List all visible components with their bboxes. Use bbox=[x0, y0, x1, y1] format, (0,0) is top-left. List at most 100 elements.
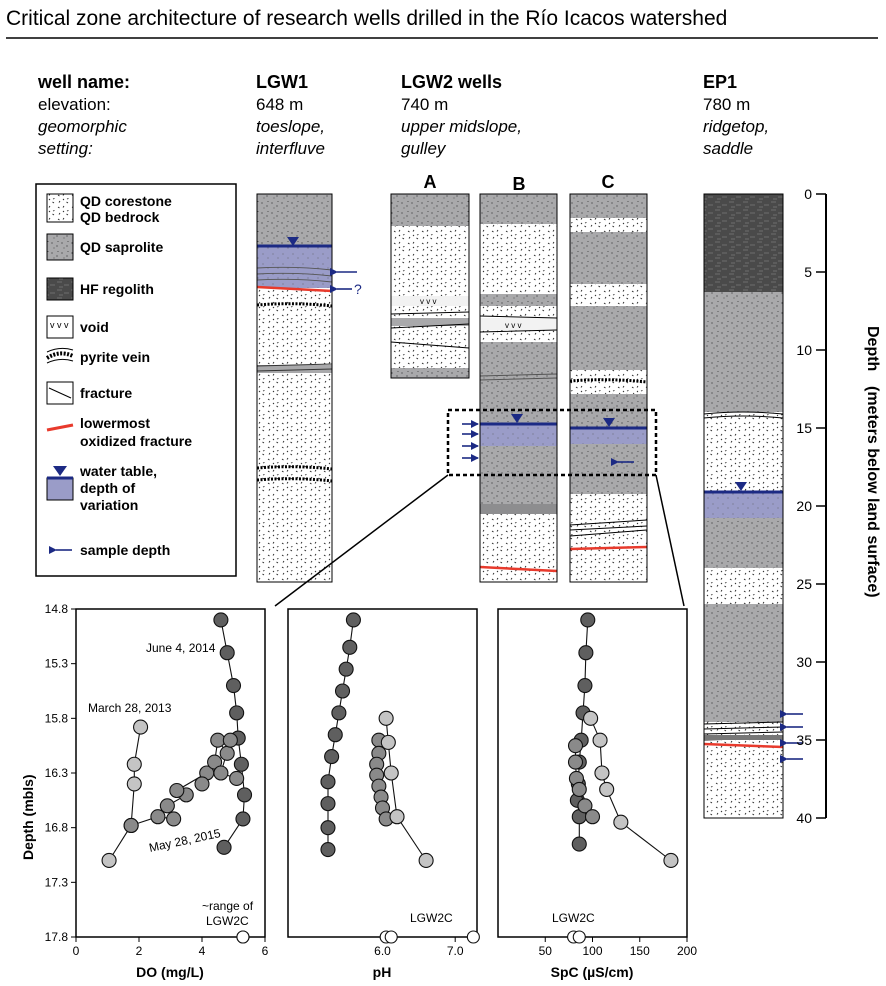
legend-fracture: fracture bbox=[80, 385, 132, 401]
depth-tick-label: 40 bbox=[796, 810, 812, 826]
header-labels: well name: elevation: geomorphic setting… bbox=[37, 72, 769, 194]
annotation-june-2014: June 4, 2014 bbox=[146, 641, 216, 655]
legend-oxidized-1: lowermost bbox=[80, 415, 150, 431]
legend: QD corestone QD bedrock QD saprolite HF … bbox=[35, 183, 237, 577]
data-point bbox=[583, 710, 599, 726]
data-point bbox=[320, 820, 336, 836]
data-point bbox=[210, 732, 226, 748]
water-table-icon bbox=[287, 237, 299, 246]
data-point bbox=[219, 645, 235, 661]
lgw1-setting-1: toeslope, bbox=[256, 117, 325, 136]
lgw1-elevation: 648 m bbox=[256, 95, 303, 114]
depth-tick-label: 35 bbox=[796, 732, 812, 748]
x-tick-label: 2 bbox=[136, 944, 143, 958]
lgw1-setting-2: interfluve bbox=[256, 139, 325, 158]
annotation-range-of: ~range of bbox=[202, 899, 254, 913]
oxidized-fracture bbox=[703, 742, 784, 749]
legend-sample: sample depth bbox=[80, 542, 170, 558]
lgw2-setting-2: gulley bbox=[401, 139, 447, 158]
data-point bbox=[320, 841, 336, 858]
data-point bbox=[580, 612, 596, 628]
data-point bbox=[169, 782, 185, 799]
ep1-setting-2: saddle bbox=[703, 139, 753, 158]
panel-spc-frame bbox=[497, 608, 688, 938]
data-point bbox=[571, 836, 587, 852]
panel-do-xlabel: DO (mg/L) bbox=[136, 964, 204, 980]
data-point bbox=[222, 732, 238, 748]
annotation-march-2013: March 28, 2013 bbox=[88, 701, 172, 715]
data-point bbox=[577, 798, 593, 814]
data-point bbox=[380, 734, 396, 750]
void-glyph: v v v bbox=[420, 297, 436, 306]
panel-marks: 0 2 4 6 14.8 15.3 15.8 16.3 16.8 17.3 17.8 6.0 7.0 50… bbox=[45, 602, 698, 958]
data-point bbox=[334, 683, 351, 699]
legend-corestone-1: QD corestone bbox=[80, 193, 172, 209]
legend-pyrite: pyrite vein bbox=[80, 349, 150, 365]
lgw2-name: LGW2 wells bbox=[401, 72, 502, 92]
y-tick-label: 15.8 bbox=[45, 711, 69, 725]
data-point bbox=[219, 745, 235, 761]
data-point bbox=[342, 639, 358, 655]
legend-swatch-water bbox=[46, 477, 74, 501]
data-point bbox=[466, 930, 480, 944]
legend-swatch-corestone bbox=[46, 193, 74, 223]
well-lgw1: ? bbox=[256, 193, 362, 583]
data-point bbox=[331, 705, 347, 721]
y-tick-label: 16.8 bbox=[45, 821, 69, 835]
depth-tick-label: 5 bbox=[804, 264, 812, 280]
data-point bbox=[225, 677, 242, 694]
data-point bbox=[594, 765, 610, 781]
pyrite-vein bbox=[256, 477, 333, 483]
zoom-box bbox=[446, 408, 658, 477]
data-point bbox=[236, 787, 253, 803]
data-point bbox=[213, 765, 229, 781]
depth-tick-label: 0 bbox=[804, 186, 812, 202]
data-point bbox=[572, 930, 586, 944]
lgw2-setting-1: upper midslope, bbox=[401, 117, 522, 136]
data-point bbox=[213, 612, 229, 628]
data-point bbox=[383, 765, 399, 781]
legend-water-3: variation bbox=[80, 497, 138, 513]
data-point bbox=[194, 776, 210, 792]
data-point bbox=[378, 710, 394, 726]
data-point bbox=[584, 809, 601, 825]
x-tick-label: 100 bbox=[582, 944, 602, 958]
x-tick-label: 6 bbox=[262, 944, 269, 958]
legend-water-2: depth of bbox=[80, 480, 136, 496]
geomorphic-label-2: setting: bbox=[38, 139, 93, 158]
figure-title: Critical zone architecture of research w… bbox=[6, 7, 727, 30]
lgw1-name: LGW1 bbox=[256, 72, 308, 92]
data-point bbox=[123, 817, 139, 834]
void-glyph: v v v bbox=[505, 321, 521, 330]
y-tick-label: 17.3 bbox=[45, 875, 69, 889]
data-point bbox=[578, 645, 594, 661]
x-tick-label: 150 bbox=[630, 944, 650, 958]
water-table-icon bbox=[603, 418, 615, 427]
legend-swatch-pyrite bbox=[45, 351, 74, 360]
well-lgw2-a: v v v bbox=[390, 193, 470, 379]
x-tick-label: 6.0 bbox=[374, 944, 391, 958]
pyrite-vein bbox=[569, 378, 648, 384]
legend-regolith: HF regolith bbox=[80, 281, 154, 297]
x-tick-label: 4 bbox=[199, 944, 206, 958]
series-line bbox=[108, 727, 142, 861]
data-point bbox=[592, 732, 608, 748]
data-point bbox=[324, 749, 340, 765]
data-point bbox=[327, 727, 343, 743]
data-point bbox=[577, 677, 593, 694]
data-point bbox=[389, 809, 405, 825]
zoom-connector-right bbox=[655, 474, 685, 607]
pyrite-vein bbox=[256, 465, 333, 471]
annotation-may-2015: May 28, 2015 bbox=[148, 826, 222, 855]
ep1-elevation: 780 m bbox=[703, 95, 750, 114]
data-point bbox=[159, 798, 175, 814]
depth-tick-label: 20 bbox=[796, 498, 812, 514]
depth-tick-label: 30 bbox=[796, 654, 812, 670]
depth-axis-label-1: Depth bbox=[864, 326, 881, 371]
data-point bbox=[613, 814, 629, 830]
data-point bbox=[236, 930, 250, 944]
ep1-setting-1: ridgetop, bbox=[703, 117, 769, 136]
x-tick-label: 0 bbox=[73, 944, 80, 958]
legend-void-glyph: v v v bbox=[50, 320, 69, 330]
well-ep1 bbox=[703, 193, 803, 819]
